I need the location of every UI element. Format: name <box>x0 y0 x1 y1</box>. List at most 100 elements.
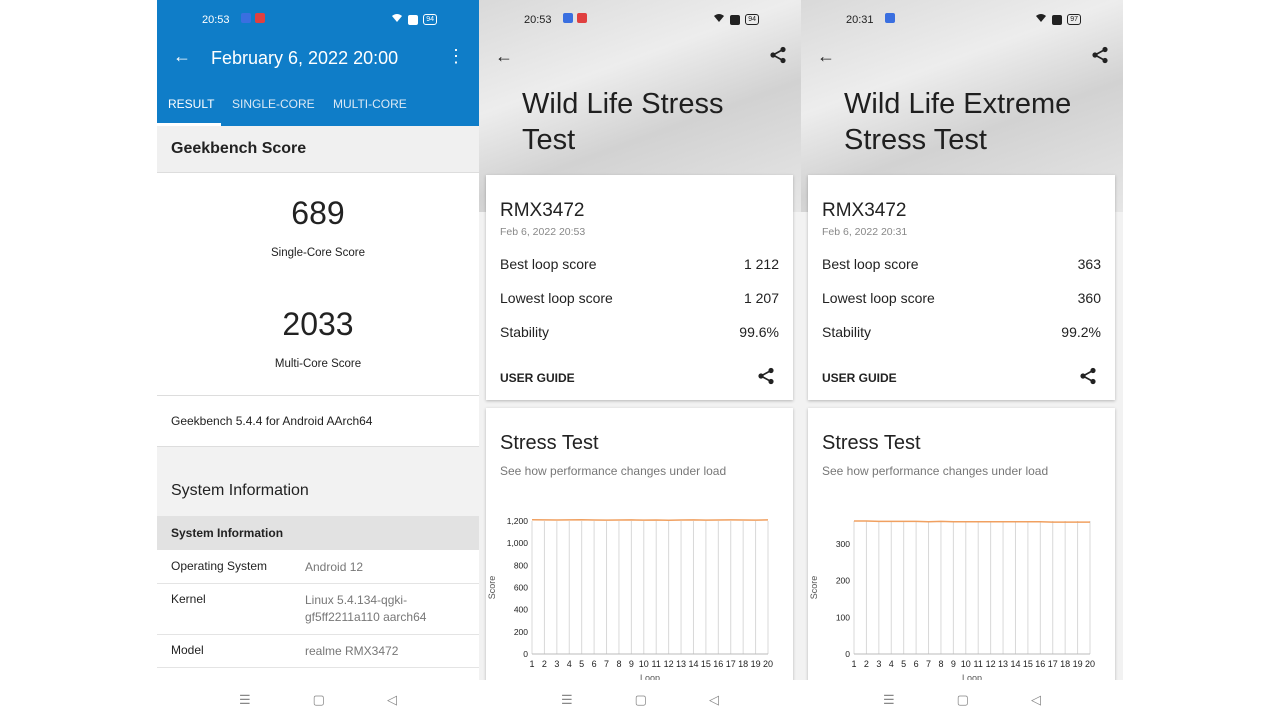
tab-result[interactable]: RESULT <box>168 97 215 111</box>
x-tick-label: 1 <box>851 659 856 669</box>
series-line <box>531 518 769 521</box>
version-text: Geekbench 5.4.4 for Android AArch64 <box>171 414 373 428</box>
series-line <box>854 520 1090 523</box>
y-tick-label: 300 <box>836 539 850 549</box>
device-name: RMX3472 <box>500 200 585 221</box>
x-tick-label: 7 <box>926 659 931 669</box>
result-card: RMX3472 Feb 6, 2022 20:31 Best loop scor… <box>808 175 1115 400</box>
metric-label: Best loop score <box>500 256 597 272</box>
row-key: Kernel <box>171 592 206 606</box>
status-time: 20:31 <box>846 14 874 26</box>
nav-home-icon[interactable]: ▢ <box>634 692 647 707</box>
x-tick-label: 17 <box>726 659 736 669</box>
nav-menu-icon[interactable]: ☰ <box>883 692 895 707</box>
x-axis-label: Loop <box>962 673 982 683</box>
multi-core-score: 2033 <box>282 306 354 342</box>
nav-back-icon[interactable]: ◁ <box>386 692 397 707</box>
x-tick-label: 7 <box>604 659 609 669</box>
status-right: 97 <box>1035 13 1081 26</box>
back-arrow-icon[interactable]: ← <box>495 46 513 66</box>
nav-home-icon[interactable]: ▢ <box>312 692 325 707</box>
y-tick-label: 0 <box>845 649 850 659</box>
y-tick-label: 0 <box>523 649 528 659</box>
nav-menu-icon[interactable]: ☰ <box>561 692 573 707</box>
table-row: Kernel Linux 5.4.134-qgki-gf5ff2211a110 … <box>157 583 479 635</box>
row-value: Linux 5.4.134-qgki-gf5ff2211a110 aarch64 <box>305 593 427 624</box>
metric-value: 1 212 <box>743 256 779 272</box>
more-vert-icon[interactable]: ⋮ <box>447 46 465 66</box>
nav-back-icon[interactable]: ◁ <box>708 692 719 707</box>
notification-icon <box>885 13 895 23</box>
tab-multi-core[interactable]: MULTI-CORE <box>333 97 407 111</box>
x-tick-label: 9 <box>951 659 956 669</box>
x-tick-label: 15 <box>701 659 711 669</box>
back-arrow-icon[interactable]: ← <box>817 46 835 66</box>
metric-value: 99.6% <box>739 324 779 340</box>
x-tick-label: 18 <box>738 659 748 669</box>
x-tick-label: 3 <box>876 659 881 669</box>
x-tick-label: 20 <box>763 659 773 669</box>
tab-bar: RESULT SINGLE-CORE MULTI-CORE <box>157 90 479 126</box>
x-tick-label: 10 <box>639 659 649 669</box>
x-axis-label: Loop <box>640 673 660 683</box>
x-tick-label: 14 <box>1010 659 1020 669</box>
notification-icon <box>255 13 265 23</box>
x-tick-label: 13 <box>676 659 686 669</box>
x-tick-label: 6 <box>592 659 597 669</box>
share-icon[interactable] <box>757 367 775 390</box>
x-tick-label: 1 <box>529 659 534 669</box>
share-icon[interactable] <box>769 46 787 69</box>
x-tick-label: 19 <box>751 659 761 669</box>
row-key: Operating System <box>171 559 268 573</box>
wifi-icon <box>1035 13 1047 26</box>
x-tick-label: 11 <box>652 659 661 669</box>
single-core-label: Single-Core Score <box>271 247 365 259</box>
metric-value: 360 <box>1077 290 1101 306</box>
nav-back-icon[interactable]: ◁ <box>1030 692 1041 707</box>
nav-menu-icon[interactable]: ☰ <box>239 692 251 707</box>
status-bar: 20:31 97 <box>801 0 1123 40</box>
metric-label: Stability <box>822 324 872 340</box>
system-nav-bar: ☰ ▢ ◁ <box>801 680 1123 720</box>
y-tick-label: 200 <box>836 576 850 586</box>
system-nav-bar: ☰ ▢ ◁ <box>157 680 479 720</box>
user-guide-button[interactable]: USER GUIDE <box>822 371 897 385</box>
y-tick-label: 1,000 <box>507 538 529 548</box>
system-info-title: System Information <box>171 482 309 499</box>
nav-home-icon[interactable]: ▢ <box>956 692 969 707</box>
tab-single-core[interactable]: SINGLE-CORE <box>232 97 315 111</box>
metric-label: Lowest loop score <box>822 290 935 306</box>
x-tick-label: 8 <box>938 659 943 669</box>
status-time: 20:53 <box>202 14 230 26</box>
x-tick-label: 5 <box>901 659 906 669</box>
back-arrow-icon[interactable]: ← <box>173 46 191 66</box>
system-info-table: Operating System Android 12 Kernel Linux… <box>157 550 479 690</box>
battery-icon: 94 <box>745 14 759 25</box>
y-axis-label: Score <box>487 576 497 600</box>
system-info-subheader-label: System Information <box>171 526 284 540</box>
x-tick-label: 2 <box>542 659 547 669</box>
share-icon[interactable] <box>1091 46 1109 69</box>
page-title: February 6, 2022 20:00 <box>211 48 399 68</box>
x-tick-label: 15 <box>1023 659 1033 669</box>
share-icon[interactable] <box>1079 367 1097 390</box>
system-info-subheader: System Information <box>157 516 479 550</box>
y-tick-label: 800 <box>514 560 528 570</box>
user-guide-button[interactable]: USER GUIDE <box>500 371 575 385</box>
x-tick-label: 2 <box>864 659 869 669</box>
y-axis-label: Score <box>809 576 819 600</box>
wifi-icon <box>391 13 403 26</box>
stress-test-chart: 1 2 3 4 5 6 7 8 9 10 11 12 13 14 15 16 17 18 19 20020040060… <box>487 516 773 683</box>
stress-test-chart: 1 2 3 4 5 6 7 8 9 10 11 12 13 14 15 16 17 18 19 20010020030… <box>809 520 1095 683</box>
status-bar: 20:53 94 <box>157 0 479 40</box>
x-tick-label: 8 <box>616 659 621 669</box>
battery-icon: 94 <box>423 14 437 25</box>
notification-icon <box>563 13 573 23</box>
sim-icon <box>408 14 419 25</box>
stress-test-card: Stress Test See how performance changes … <box>808 408 1115 688</box>
metric-value: 363 <box>1077 256 1101 272</box>
y-tick-label: 1,200 <box>507 516 529 526</box>
hero-title: Wild Life Stress Test <box>522 88 724 156</box>
version-row: Geekbench 5.4.4 for Android AArch64 <box>157 396 479 447</box>
status-right: 94 <box>391 13 437 26</box>
